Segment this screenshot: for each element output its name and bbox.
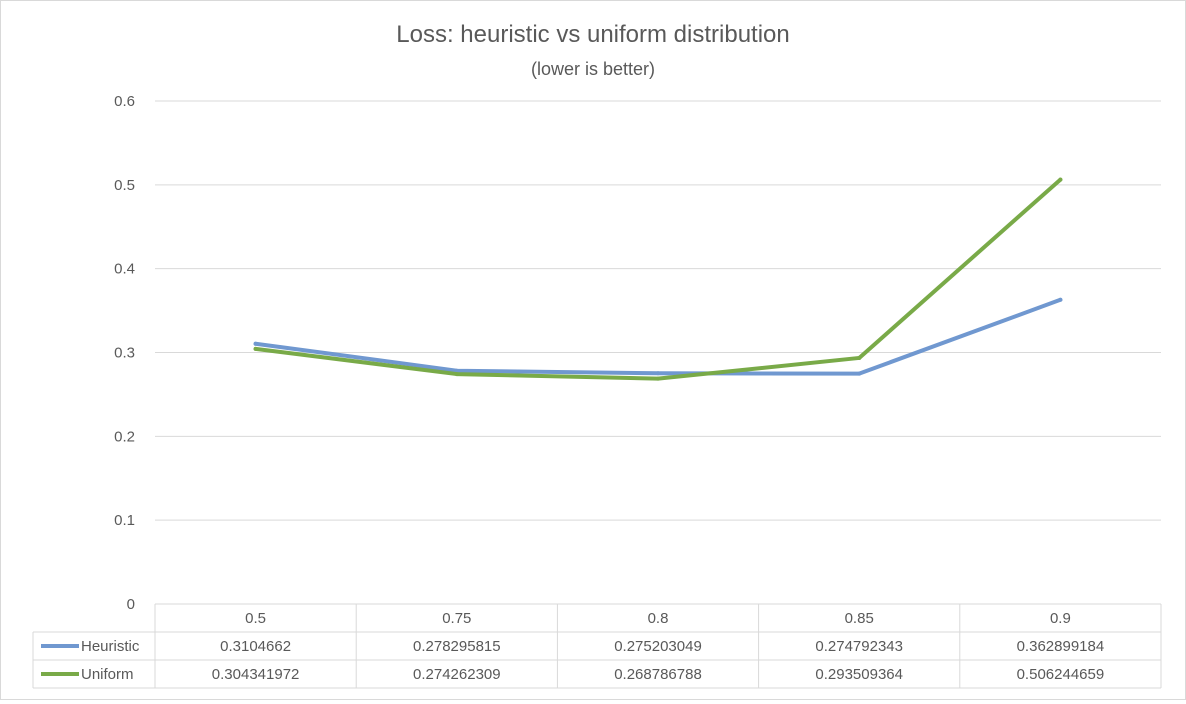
data-label: 0.275203049 (614, 638, 702, 655)
series-line-uniform (253, 177, 1063, 381)
x-category-label: 0.85 (845, 610, 874, 627)
data-label: 0.362899184 (1017, 638, 1105, 655)
x-category-label: 0.5 (245, 610, 266, 627)
data-point (1058, 177, 1063, 182)
x-category-label: 0.75 (442, 610, 471, 627)
series-lines (253, 177, 1063, 381)
x-category-label: 0.8 (648, 610, 669, 627)
y-tick-label: 0 (127, 596, 135, 613)
data-label: 0.274262309 (413, 666, 501, 683)
data-label: 0.506244659 (1017, 666, 1105, 683)
y-tick-label: 0.5 (114, 177, 135, 194)
data-label: 0.268786788 (614, 666, 702, 683)
data-point (454, 372, 459, 377)
gridlines (155, 100, 1161, 521)
data-point (857, 371, 862, 376)
data-point (454, 368, 459, 373)
data-table: 0.5 0.75 0.8 0.85 0.9 Heuristic 0.3104662 0.278… (32, 603, 1162, 689)
data-point (1058, 297, 1063, 302)
y-tick-label: 0.1 (114, 512, 135, 529)
y-tick-label: 0.4 (114, 261, 135, 278)
legend-label-uniform: Uniform (81, 666, 134, 683)
y-tick-label: 0.3 (114, 345, 135, 362)
data-label: 0.3104662 (220, 638, 291, 655)
data-point (656, 371, 660, 376)
y-tick-label: 0.2 (114, 428, 135, 445)
data-label: 0.293509364 (815, 666, 903, 683)
y-tick-label: 0.6 (114, 93, 135, 110)
data-point (253, 341, 258, 346)
data-point (857, 355, 862, 360)
y-axis-tick-labels: 0 0.1 0.2 0.3 0.4 0.5 0.6 (114, 93, 135, 613)
data-point (253, 346, 258, 351)
legend-label-heuristic: Heuristic (81, 638, 140, 655)
chart-subtitle: (lower is better) (531, 59, 655, 79)
data-point (656, 376, 660, 381)
data-label: 0.274792343 (815, 638, 903, 655)
data-label: 0.304341972 (212, 666, 300, 683)
data-label: 0.278295815 (413, 638, 501, 655)
chart-title: Loss: heuristic vs uniform distribution (396, 21, 790, 48)
x-category-label: 0.9 (1050, 610, 1071, 627)
